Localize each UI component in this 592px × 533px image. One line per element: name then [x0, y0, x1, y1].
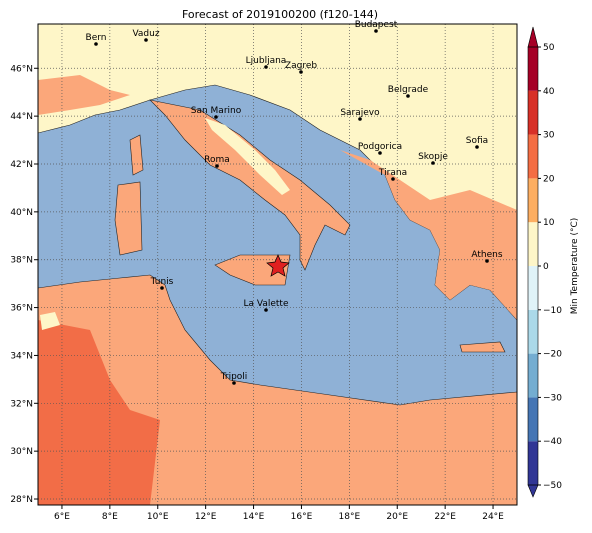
corsica	[129, 134, 144, 176]
x-tick-label: 14°E	[243, 512, 265, 522]
africa-cool	[40, 312, 60, 330]
colorbar-label: Min Temperature (°C)	[570, 218, 580, 315]
city-dot	[232, 381, 236, 385]
city-dot	[94, 42, 98, 46]
italy-cool	[205, 118, 290, 195]
colorbar-band	[528, 353, 538, 398]
city-label: Sarajevo	[340, 108, 380, 118]
map-frame	[37, 23, 518, 506]
city-label: Zagreb	[285, 61, 317, 71]
x-tick-label: 6°E	[54, 512, 70, 522]
colorbar-band	[528, 266, 538, 310]
city-label: Tunis	[150, 277, 174, 287]
colorbar-tick-label: −30	[543, 393, 562, 403]
colorbar-band	[528, 178, 538, 223]
colorbar-band	[528, 309, 538, 354]
overlay: 6°E 8°E 10°E 12°E 14°E 16°E 18°E 20°E 22°E 24°E 28…	[10, 20, 562, 522]
y-tick-label: 36°N	[10, 304, 33, 314]
y-tick-label: 44°N	[10, 112, 33, 122]
x-tick-label: 8°E	[102, 512, 118, 522]
city-label: Podgorica	[358, 142, 402, 152]
x-tick-label: 18°E	[339, 512, 361, 522]
europe-warm	[38, 75, 130, 115]
city-label: Budapest	[355, 20, 398, 30]
city-label: San Marino	[191, 106, 242, 116]
colorbar-band	[528, 397, 538, 442]
colorbar-tick-label: 40	[543, 87, 555, 97]
city-dot	[391, 177, 395, 181]
city-label: Tripoli	[220, 372, 248, 382]
x-tick-label: 16°E	[291, 512, 313, 522]
city-dot	[374, 29, 378, 33]
y-tick-label: 40°N	[10, 208, 33, 218]
x-tick-label: 12°E	[195, 512, 217, 522]
colorbar-band	[528, 222, 538, 266]
city-dot	[475, 145, 479, 149]
city-label: Belgrade	[388, 85, 429, 95]
city-label: Tirana	[378, 168, 407, 178]
crete	[459, 341, 506, 353]
colorbar-extend-low	[527, 484, 539, 498]
y-tick-label: 46°N	[10, 64, 33, 74]
colorbar-band	[528, 90, 538, 135]
city-dot	[264, 308, 268, 312]
city-dot	[160, 286, 164, 290]
colorbar-tick-label: 10	[543, 218, 555, 228]
city-label: Sofia	[466, 136, 488, 146]
city-dot	[358, 117, 362, 121]
y-tick-label: 32°N	[10, 399, 33, 409]
y-tick-label: 34°N	[10, 351, 33, 361]
colorbar-band	[528, 47, 538, 91]
city-label: Vaduz	[132, 29, 159, 39]
city-dot	[299, 70, 303, 74]
city-dot	[214, 115, 218, 119]
city-dot	[378, 151, 382, 155]
x-tick-label: 22°E	[434, 512, 456, 522]
colorbar-tick-label: −20	[543, 350, 562, 360]
city-label: Skopje	[418, 152, 448, 162]
colorbar-tick-label: −50	[543, 481, 562, 491]
x-tick-label: 10°E	[147, 512, 169, 522]
colorbar-tick-label: 30	[543, 131, 555, 141]
italy	[149, 99, 351, 271]
colorbar-band	[528, 134, 538, 179]
colorbar-band	[528, 441, 538, 485]
balkan-warm	[340, 150, 517, 320]
colorbar-tick-label: −10	[543, 306, 562, 316]
colorbar-extend-high	[527, 26, 539, 48]
city-label: Bern	[86, 33, 107, 43]
x-tick-label: 24°E	[482, 512, 504, 522]
city-dot	[264, 65, 268, 69]
city-dot	[431, 161, 435, 165]
city-label: Athens	[471, 250, 502, 260]
y-tick-label: 38°N	[10, 256, 33, 266]
y-tick-label: 28°N	[10, 495, 33, 505]
sardinia	[114, 181, 143, 256]
colorbar-tick-label: 20	[543, 174, 555, 184]
colorbar-tick-label: 50	[543, 43, 555, 53]
city-dot	[406, 94, 410, 98]
y-tick-label: 30°N	[10, 447, 33, 457]
africa-hot	[38, 320, 160, 505]
colorbar-tick-label: −40	[543, 437, 562, 447]
star-marker	[266, 254, 290, 277]
city-dot	[144, 38, 148, 42]
title: Forecast of 2019100200 (f120-144)	[182, 8, 378, 21]
city-label: Ljubljana	[246, 56, 287, 66]
city-dot	[485, 259, 489, 263]
colorbar-tick-label: 0	[543, 262, 549, 272]
y-tick-label: 42°N	[10, 160, 33, 170]
x-tick-label: 20°E	[386, 512, 408, 522]
city-label: La Valette	[244, 299, 289, 309]
city-label: Roma	[204, 155, 230, 165]
city-dot	[215, 164, 219, 168]
